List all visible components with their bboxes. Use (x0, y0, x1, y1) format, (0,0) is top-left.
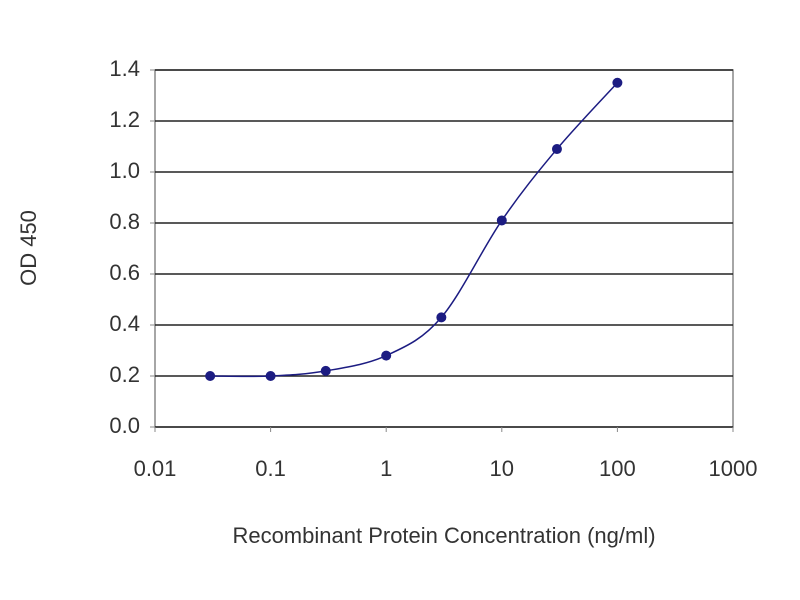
x-tick-label: 100 (599, 456, 636, 481)
x-tick-label: 10 (490, 456, 514, 481)
y-tick-label: 1.0 (109, 158, 140, 183)
x-tick-label: 1 (380, 456, 392, 481)
y-tick-label: 0.8 (109, 209, 140, 234)
x-tick-label: 0.01 (134, 456, 177, 481)
data-point (320, 365, 331, 376)
y-tick-label: 0.4 (109, 311, 140, 336)
y-tick-label: 1.4 (109, 56, 140, 81)
data-point (612, 77, 623, 88)
plot-frame (154, 69, 734, 428)
y-tick-label: 1.2 (109, 107, 140, 132)
data-point (205, 371, 216, 381)
y-tick-label: 0.6 (109, 260, 140, 285)
data-point (265, 371, 276, 381)
data-point (496, 215, 507, 226)
data-point (381, 350, 392, 361)
data-point (436, 312, 447, 323)
y-tick-label: 0.2 (109, 362, 140, 387)
y-axis-label: OD 450 (16, 210, 41, 286)
y-tick-label: 0.0 (109, 413, 140, 438)
x-tick-label: 1000 (709, 456, 758, 481)
x-tick-label: 0.1 (255, 456, 286, 481)
x-axis-label: Recombinant Protein Concentration (ng/ml… (232, 523, 655, 548)
data-point (551, 144, 562, 155)
